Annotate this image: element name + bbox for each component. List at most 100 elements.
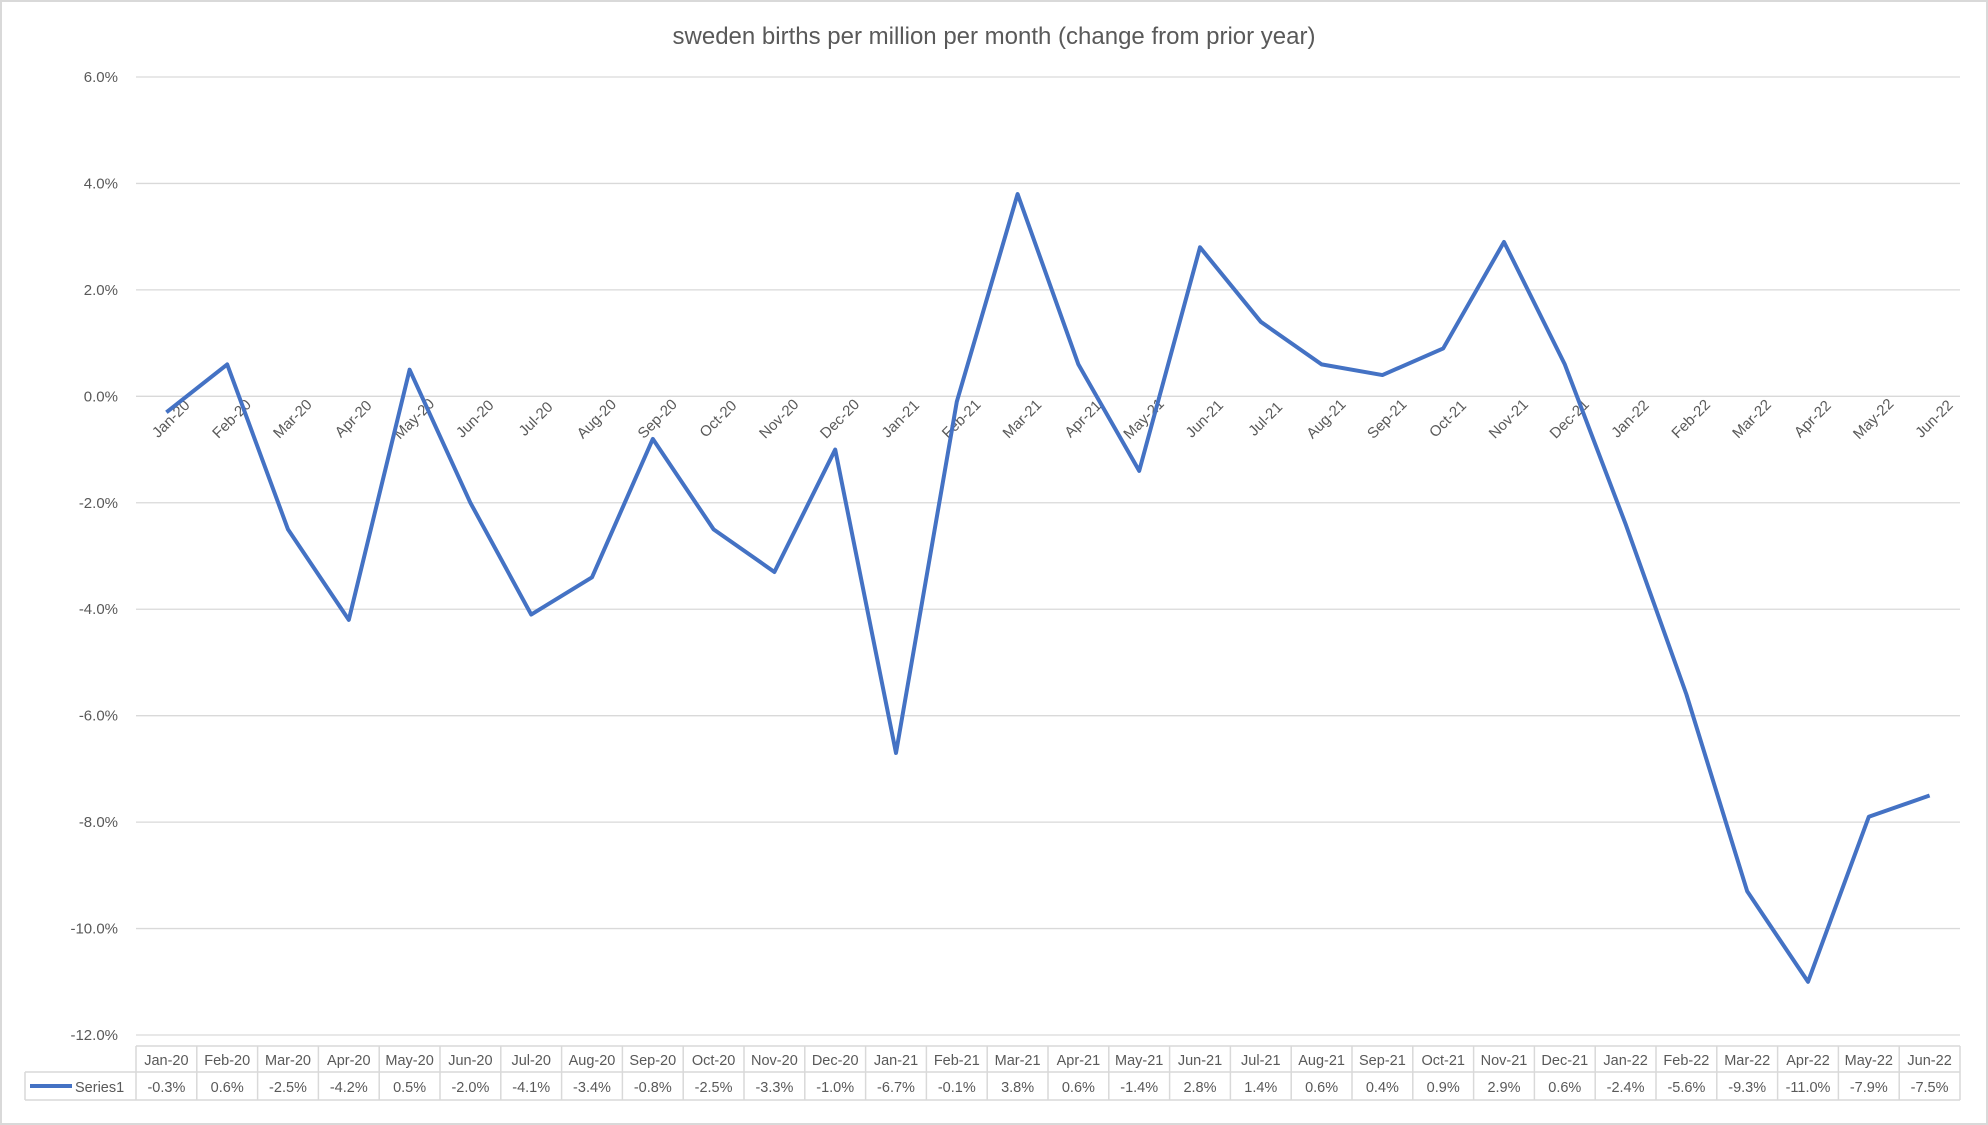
- table-value-cell: -7.9%: [1850, 1080, 1888, 1096]
- table-header-cell: Jun-20: [448, 1053, 492, 1069]
- y-tick-label: -6.0%: [79, 708, 118, 725]
- x-tick-label: Dec-20: [817, 396, 863, 442]
- table-value-cell: -2.5%: [269, 1080, 307, 1096]
- table-value-cell: -7.5%: [1911, 1080, 1949, 1096]
- x-tick-label: Jan-20: [149, 397, 193, 441]
- x-tick-label: Jul-20: [516, 399, 557, 440]
- y-tick-label: 4.0%: [84, 175, 118, 192]
- y-tick-label: -8.0%: [79, 814, 118, 831]
- table-header-cell: May-21: [1115, 1053, 1163, 1069]
- table-header-cell: Jul-20: [511, 1053, 551, 1069]
- table-header-cell: Mar-22: [1724, 1053, 1770, 1069]
- x-tick-label: Oct-20: [696, 397, 740, 441]
- table-value-cell: 0.5%: [393, 1080, 426, 1096]
- y-tick-label: -4.0%: [79, 601, 118, 618]
- table-header-cell: Sep-20: [629, 1053, 676, 1069]
- x-tick-label: Apr-22: [1791, 397, 1835, 441]
- legend-label: Series1: [75, 1080, 124, 1096]
- table-header-cell: Apr-21: [1057, 1053, 1101, 1069]
- x-tick-label: Sep-20: [635, 396, 681, 442]
- table-header-cell: Sep-21: [1359, 1053, 1406, 1069]
- table-value-cell: 2.9%: [1487, 1080, 1520, 1096]
- table-header-cell: Feb-22: [1663, 1053, 1709, 1069]
- table-value-cell: -2.0%: [451, 1080, 489, 1096]
- table-value-cell: 3.8%: [1001, 1080, 1034, 1096]
- table-value-cell: -0.1%: [938, 1080, 976, 1096]
- x-tick-label: Jun-21: [1183, 397, 1227, 441]
- table-header-cell: Feb-20: [204, 1053, 250, 1069]
- table-header-cell: Jun-21: [1178, 1053, 1222, 1069]
- table-value-cell: 0.6%: [1062, 1080, 1095, 1096]
- y-tick-label: -10.0%: [70, 921, 118, 938]
- table-header-cell: Dec-20: [812, 1053, 859, 1069]
- x-tick-label: Mar-21: [1000, 396, 1046, 442]
- x-tick-label: Aug-20: [574, 396, 620, 442]
- x-tick-label: Apr-20: [332, 397, 376, 441]
- table-header-cell: Nov-21: [1481, 1053, 1528, 1069]
- table-value-cell: 0.9%: [1427, 1080, 1460, 1096]
- table-header-cell: Aug-21: [1298, 1053, 1345, 1069]
- x-tick-label: Jul-21: [1245, 399, 1286, 440]
- x-tick-label: Feb-22: [1668, 396, 1714, 442]
- table-value-cell: -3.4%: [573, 1080, 611, 1096]
- x-tick-label: Sep-21: [1364, 396, 1410, 442]
- x-tick-label: Jan-22: [1608, 397, 1652, 441]
- x-tick-label: Nov-21: [1486, 396, 1532, 442]
- table-value-cell: 0.6%: [211, 1080, 244, 1096]
- series-line: [165, 192, 1931, 984]
- table-header-cell: Jul-21: [1241, 1053, 1281, 1069]
- y-tick-label: -2.0%: [79, 495, 118, 512]
- y-tick-label: 6.0%: [84, 69, 118, 86]
- table-header-cell: Apr-20: [327, 1053, 371, 1069]
- table-header-cell: Jan-21: [874, 1053, 918, 1069]
- table-header-cell: Mar-21: [995, 1053, 1041, 1069]
- table-header-cell: Mar-20: [265, 1053, 311, 1069]
- table-header-cell: Jun-22: [1907, 1053, 1951, 1069]
- table-header-cell: Dec-21: [1541, 1053, 1588, 1069]
- table-value-cell: -6.7%: [877, 1080, 915, 1096]
- x-tick-label: Nov-20: [756, 396, 802, 442]
- table-header-cell: Apr-22: [1786, 1053, 1830, 1069]
- table-value-cell: -9.3%: [1728, 1080, 1766, 1096]
- table-header-cell: Jan-22: [1603, 1053, 1647, 1069]
- x-tick-label: Jan-21: [879, 397, 923, 441]
- table-header-cell: Oct-21: [1421, 1053, 1465, 1069]
- x-tick-label: Aug-21: [1303, 396, 1349, 442]
- table-value-cell: 2.8%: [1183, 1080, 1216, 1096]
- table-value-cell: 0.4%: [1366, 1080, 1399, 1096]
- x-tick-label: Oct-21: [1426, 397, 1470, 441]
- table-value-cell: -1.0%: [816, 1080, 854, 1096]
- x-tick-label: Mar-22: [1729, 396, 1775, 442]
- table-header-cell: May-22: [1845, 1053, 1893, 1069]
- table-value-cell: -5.6%: [1667, 1080, 1705, 1096]
- table-value-cell: -4.2%: [330, 1080, 368, 1096]
- table-header-cell: Jan-20: [144, 1053, 188, 1069]
- table-value-cell: -4.1%: [512, 1080, 550, 1096]
- y-tick-label: 2.0%: [84, 282, 118, 299]
- y-tick-label: -12.0%: [70, 1027, 118, 1044]
- table-header-cell: Nov-20: [751, 1053, 798, 1069]
- table-value-cell: -1.4%: [1120, 1080, 1158, 1096]
- x-tick-label: Apr-21: [1061, 397, 1105, 441]
- table-value-cell: 0.6%: [1548, 1080, 1581, 1096]
- table-header-cell: Aug-20: [569, 1053, 616, 1069]
- x-tick-label: Feb-21: [939, 396, 985, 442]
- table-value-cell: -2.4%: [1607, 1080, 1645, 1096]
- table-value-cell: -0.3%: [147, 1080, 185, 1096]
- table-value-cell: 0.6%: [1305, 1080, 1338, 1096]
- table-header-cell: Feb-21: [934, 1053, 980, 1069]
- x-tick-label: May-21: [1120, 395, 1167, 442]
- table-value-cell: -0.8%: [634, 1080, 672, 1096]
- x-tick-label: Jun-22: [1912, 397, 1956, 441]
- chart-title: sweden births per million per month (cha…: [673, 23, 1316, 50]
- x-tick-label: Jun-20: [453, 397, 497, 441]
- table-header-cell: Oct-20: [692, 1053, 736, 1069]
- table-value-cell: 1.4%: [1244, 1080, 1277, 1096]
- x-tick-label: May-22: [1850, 395, 1897, 442]
- y-tick-label: 0.0%: [84, 388, 118, 405]
- x-tick-label: Mar-20: [270, 396, 316, 442]
- table-header-cell: May-20: [385, 1053, 433, 1069]
- table-value-cell: -3.3%: [755, 1080, 793, 1096]
